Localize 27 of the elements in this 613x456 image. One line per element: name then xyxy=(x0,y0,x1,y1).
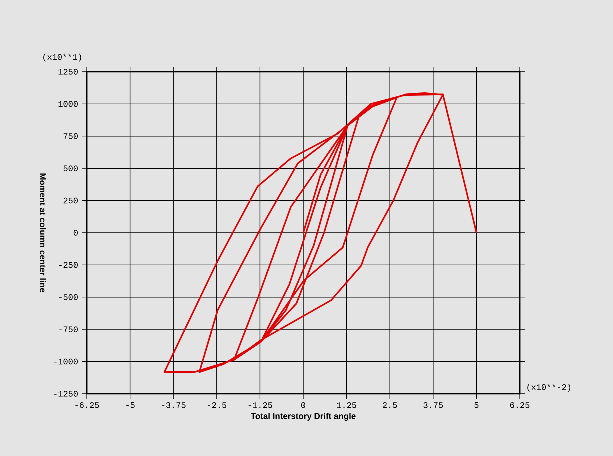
y-tick-label: -750 xyxy=(60,326,78,332)
text: (x10**-2) xyxy=(528,384,571,392)
x-tick-label: 0 xyxy=(301,402,306,408)
y-axis-title: Moment at column center line xyxy=(40,174,46,292)
y-tick-label: 750 xyxy=(64,134,78,140)
x-axis-title: Total Interstory Drift angle xyxy=(250,413,356,422)
line-series xyxy=(164,92,478,374)
y-tick-label: 1000 xyxy=(58,101,78,108)
x-tick-label: 6.25 xyxy=(510,402,530,408)
x-tick-label: -2.5 xyxy=(208,402,227,408)
x-tick-label: -3.75 xyxy=(162,402,186,408)
text: (x10**1) xyxy=(44,54,82,62)
x-tick-label: 2.5 xyxy=(383,402,398,408)
y-tick-label: 500 xyxy=(64,166,78,172)
x-tick-label: 5 xyxy=(474,402,479,408)
y-tick-label: -500 xyxy=(60,294,78,300)
y-tick-label: 0 xyxy=(74,230,78,236)
y-tick-label: -250 xyxy=(60,262,78,268)
x-tick-label: 1.25 xyxy=(337,402,356,408)
x-tick-label: 3.75 xyxy=(424,402,444,408)
y-tick-label: 250 xyxy=(64,198,78,204)
y-tick-label: 1250 xyxy=(58,69,78,75)
y-tick-label: -1000 xyxy=(54,358,78,365)
x-tick-label: -5 xyxy=(126,402,135,408)
y-tick-label: -1250 xyxy=(54,391,78,397)
x-tick-label: -6.25 xyxy=(76,402,100,408)
x-tick-label: -1.25 xyxy=(248,402,272,408)
